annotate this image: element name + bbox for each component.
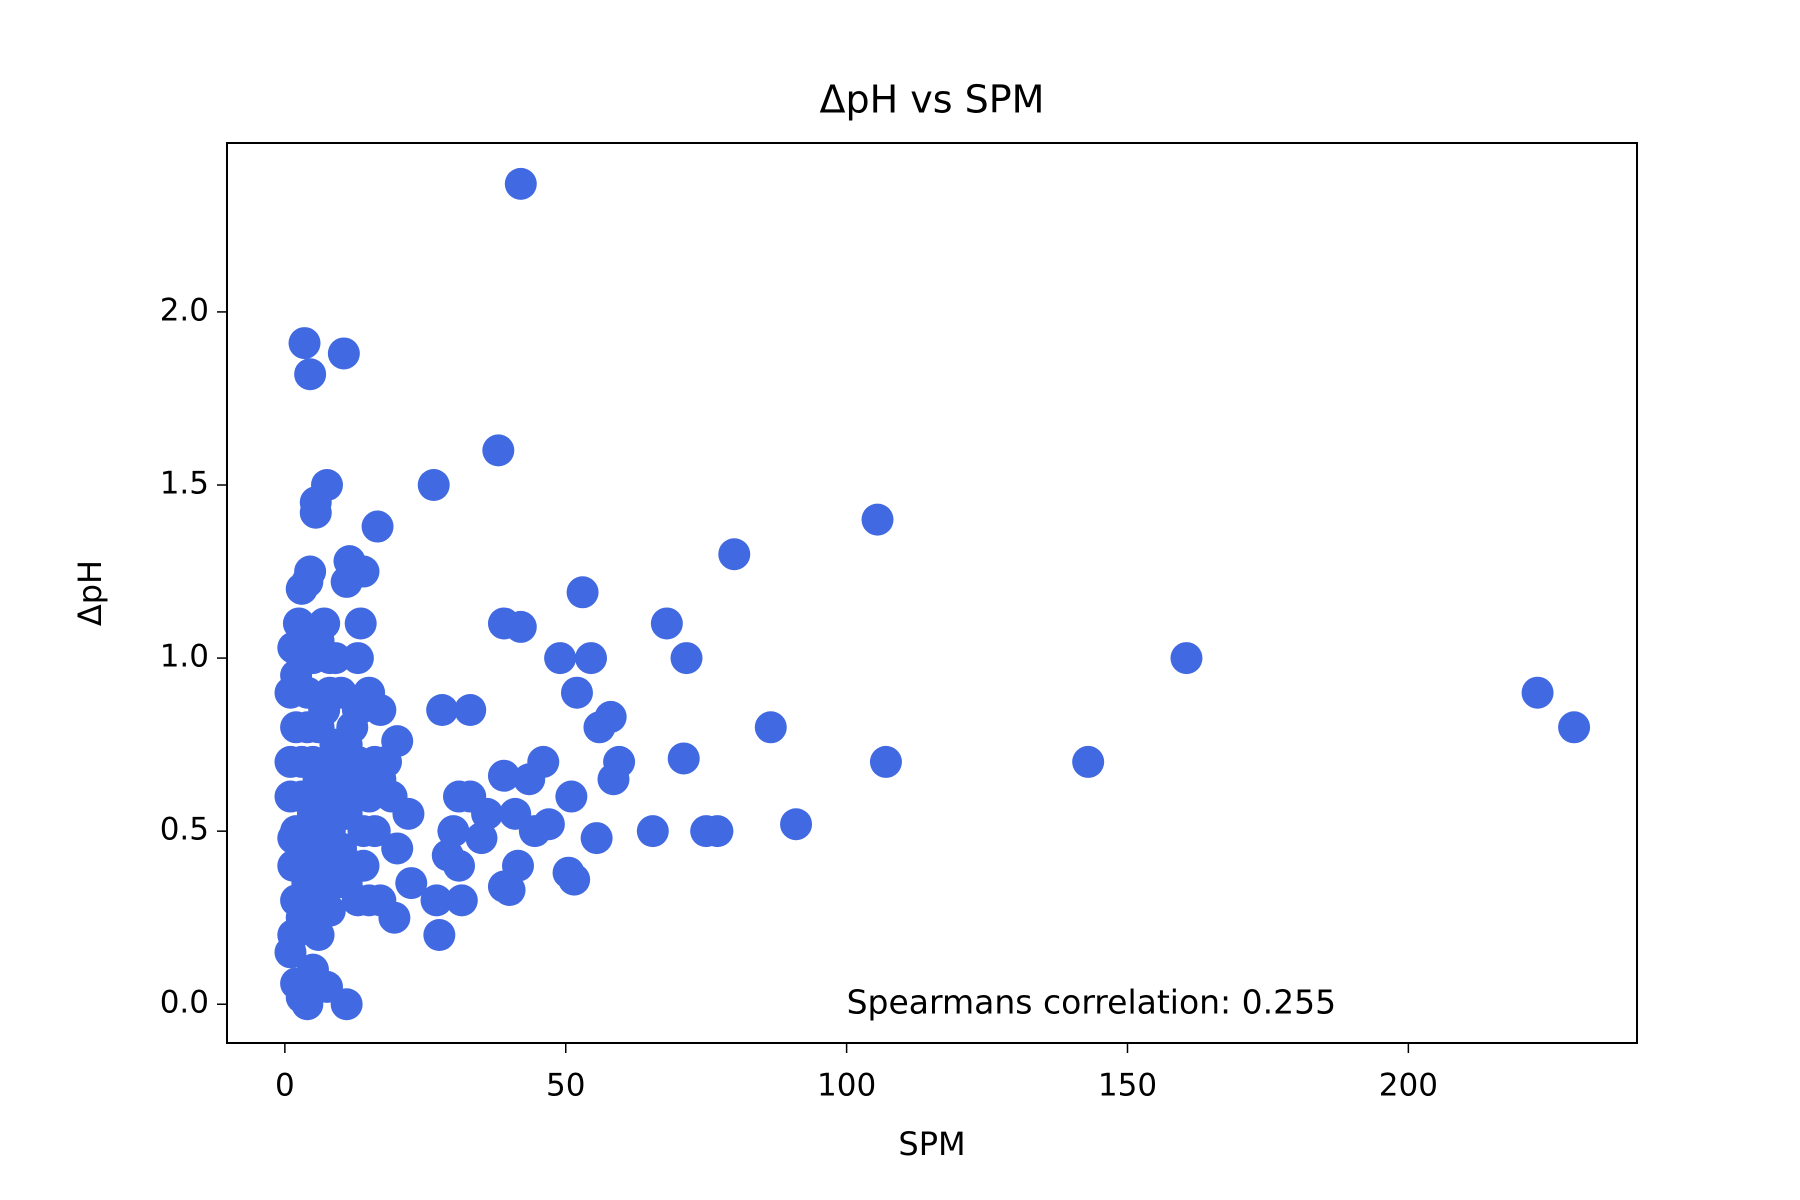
point <box>341 694 374 726</box>
point <box>636 815 669 848</box>
point <box>302 867 335 900</box>
point <box>423 919 456 951</box>
point <box>330 988 363 1021</box>
point <box>597 763 630 796</box>
point <box>1072 745 1105 778</box>
point <box>344 607 377 640</box>
point <box>437 815 470 848</box>
x-tick-label: 200 <box>1379 1068 1438 1104</box>
point <box>718 538 751 571</box>
point <box>670 642 703 675</box>
point <box>327 337 360 370</box>
point <box>395 867 428 900</box>
point <box>667 742 700 775</box>
point <box>555 780 588 813</box>
point <box>353 884 386 917</box>
point <box>285 901 318 934</box>
annotation: Spearmans correlation: 0.255 <box>847 983 1337 1022</box>
point <box>575 642 608 675</box>
x-tick-label: 100 <box>817 1068 876 1104</box>
y-tick-label: 1.5 <box>160 466 209 502</box>
point <box>274 936 307 969</box>
point <box>361 510 394 543</box>
point <box>445 884 478 917</box>
x-axis-label: SPM <box>898 1125 965 1163</box>
point <box>487 759 520 792</box>
point <box>369 745 402 778</box>
y-tick-label: 1.0 <box>160 639 209 675</box>
point <box>560 676 593 709</box>
point <box>513 763 546 796</box>
point <box>291 565 324 598</box>
point <box>454 694 487 726</box>
point <box>280 659 313 692</box>
point <box>277 849 310 882</box>
point <box>869 745 902 778</box>
point <box>1558 711 1591 744</box>
point <box>471 797 504 830</box>
point <box>558 863 591 896</box>
point <box>518 815 551 848</box>
point <box>313 642 346 675</box>
point <box>465 822 498 855</box>
point <box>274 745 307 778</box>
point <box>1170 642 1203 675</box>
x-tick-label: 50 <box>546 1068 585 1104</box>
point <box>754 711 787 744</box>
point <box>417 469 450 501</box>
point <box>650 607 683 640</box>
point <box>341 642 374 675</box>
point <box>336 780 369 813</box>
y-axis-label: ΔpH <box>71 560 109 626</box>
point <box>291 711 324 744</box>
point <box>330 728 363 761</box>
plot-frame <box>226 142 1638 1044</box>
point <box>288 327 321 360</box>
y-tick-label: 0.0 <box>160 985 209 1021</box>
point <box>566 576 599 609</box>
point <box>426 694 459 726</box>
point <box>780 808 813 841</box>
x-tick-label: 150 <box>1098 1068 1157 1104</box>
point <box>364 694 397 726</box>
point <box>504 167 537 200</box>
point <box>493 874 526 906</box>
point <box>443 849 476 882</box>
point <box>294 358 327 391</box>
point <box>299 496 332 529</box>
point <box>544 642 577 675</box>
point <box>330 867 363 900</box>
point <box>504 610 537 643</box>
point <box>330 565 363 598</box>
point <box>296 953 329 986</box>
chart-title: ΔpH vs SPM <box>820 78 1045 122</box>
point <box>358 815 391 848</box>
point <box>482 434 515 467</box>
point <box>381 832 414 865</box>
point <box>291 815 324 848</box>
point <box>392 797 425 830</box>
point <box>580 822 613 855</box>
point <box>583 711 616 744</box>
point <box>291 988 324 1021</box>
point <box>1521 676 1554 709</box>
x-tick-label: 0 <box>275 1068 295 1104</box>
y-tick-label: 0.5 <box>160 812 209 848</box>
y-tick-label: 2.0 <box>160 292 209 328</box>
point <box>861 503 894 536</box>
point <box>420 884 453 917</box>
point <box>701 815 734 848</box>
